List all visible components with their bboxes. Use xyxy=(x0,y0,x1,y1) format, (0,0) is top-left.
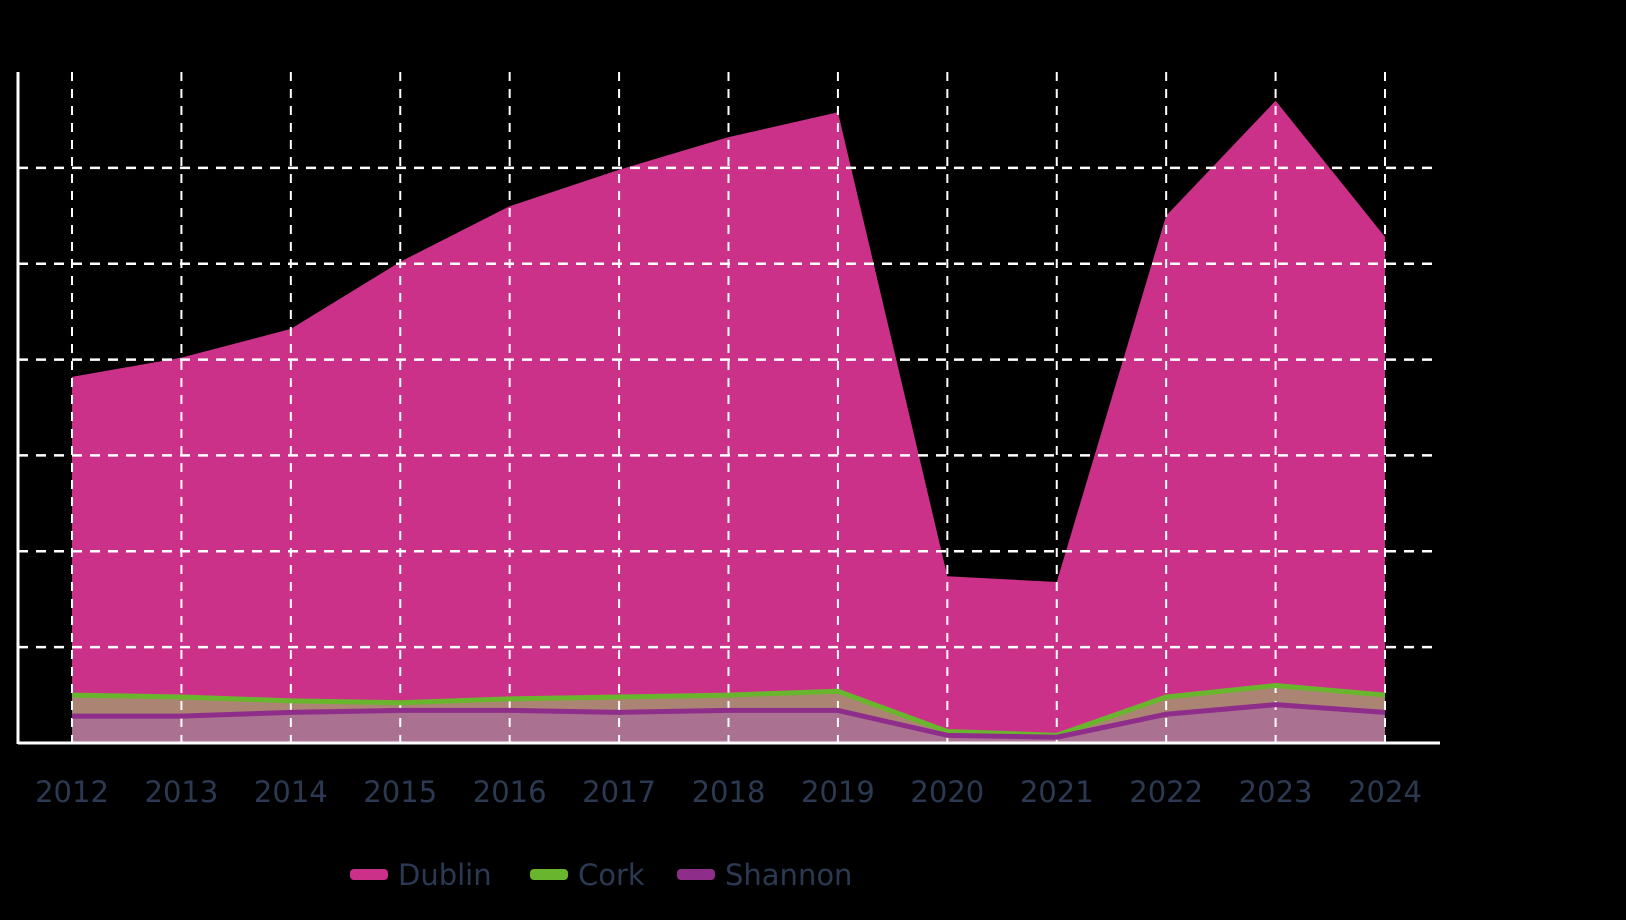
legend-label-dublin: Dublin xyxy=(398,858,492,892)
x-tick-label: 2016 xyxy=(473,775,547,809)
x-axis-tick-labels: 2012 2013 2014 2015 2016 2017 2018 2019 2020 2021… xyxy=(35,775,1422,809)
x-tick-label: 2023 xyxy=(1239,775,1313,809)
x-tick-label: 2024 xyxy=(1348,775,1422,809)
x-tick-label: 2015 xyxy=(363,775,437,809)
legend-swatch-dublin xyxy=(350,869,388,880)
axes xyxy=(16,72,1440,745)
legend-label-shannon: Shannon xyxy=(725,858,852,892)
x-tick-label: 2017 xyxy=(582,775,656,809)
legend: Dublin Cork Shannon xyxy=(350,858,852,892)
line-shannon xyxy=(72,702,1386,740)
legend-swatch-shannon xyxy=(677,869,715,880)
x-tick-label: 2022 xyxy=(1129,775,1203,809)
series-lines xyxy=(71,682,1386,740)
x-tick-label: 2019 xyxy=(801,775,875,809)
x-tick-label: 2020 xyxy=(910,775,984,809)
x-tick-label: 2021 xyxy=(1020,775,1094,809)
x-tick-label: 2013 xyxy=(145,775,219,809)
legend-swatch-cork xyxy=(530,869,568,880)
x-tick-label: 2012 xyxy=(35,775,109,809)
line-cork xyxy=(71,682,1386,738)
x-tick-label: 2014 xyxy=(254,775,328,809)
x-tick-label: 2018 xyxy=(692,775,766,809)
legend-label-cork: Cork xyxy=(578,858,645,892)
grid-lines xyxy=(18,72,1440,743)
